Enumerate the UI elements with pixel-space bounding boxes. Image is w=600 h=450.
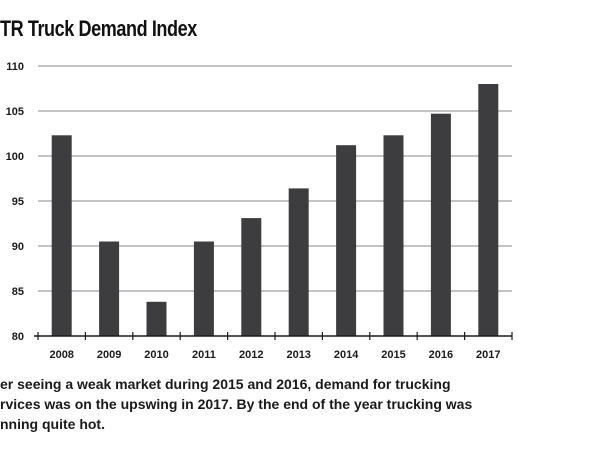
x-tick-label: 2011 bbox=[192, 349, 216, 361]
x-tick-label: 2014 bbox=[334, 349, 359, 361]
chart-title: TR Truck Demand Index bbox=[0, 16, 197, 41]
bar bbox=[383, 135, 404, 336]
x-tick-label: 2010 bbox=[144, 349, 168, 361]
x-tick-label: 2013 bbox=[286, 349, 310, 361]
caption-line-3: nning quite hot. bbox=[0, 416, 105, 432]
bar bbox=[430, 113, 451, 336]
y-tick-label: 105 bbox=[6, 106, 24, 118]
x-axis-ticks: 2008 2009 2010 2011 2012 2013 2014 2015 2016 2017 bbox=[49, 349, 500, 361]
y-tick-label: 95 bbox=[12, 196, 24, 208]
x-tick-label: 2015 bbox=[381, 349, 405, 361]
bar bbox=[99, 241, 120, 336]
x-axis bbox=[34, 332, 513, 340]
x-tick-label: 2012 bbox=[239, 349, 263, 361]
caption-line-2: rvices was on the upswing in 2017. By th… bbox=[0, 396, 473, 412]
bar bbox=[478, 84, 499, 336]
bar bbox=[146, 301, 167, 336]
x-tick-label: 2016 bbox=[429, 349, 453, 361]
y-tick-label: 90 bbox=[12, 241, 24, 253]
y-tick-label: 110 bbox=[6, 61, 24, 73]
bar bbox=[51, 135, 72, 336]
bars bbox=[51, 84, 499, 336]
bar bbox=[336, 145, 357, 336]
x-tick-label: 2008 bbox=[49, 349, 73, 361]
x-tick-label: 2009 bbox=[97, 349, 121, 361]
y-tick-label: 80 bbox=[12, 331, 24, 343]
y-tick-label: 85 bbox=[12, 286, 24, 298]
bar bbox=[288, 188, 309, 336]
bar bbox=[193, 241, 214, 336]
chart-caption: er seeing a weak market during 2015 and … bbox=[0, 374, 590, 434]
y-axis-ticks: 80 85 90 95 100 105 110 bbox=[6, 61, 24, 343]
caption-line-1: er seeing a weak market during 2015 and … bbox=[0, 376, 451, 392]
y-tick-label: 100 bbox=[6, 151, 24, 163]
bar bbox=[241, 218, 262, 336]
x-tick-label: 2017 bbox=[476, 349, 500, 361]
